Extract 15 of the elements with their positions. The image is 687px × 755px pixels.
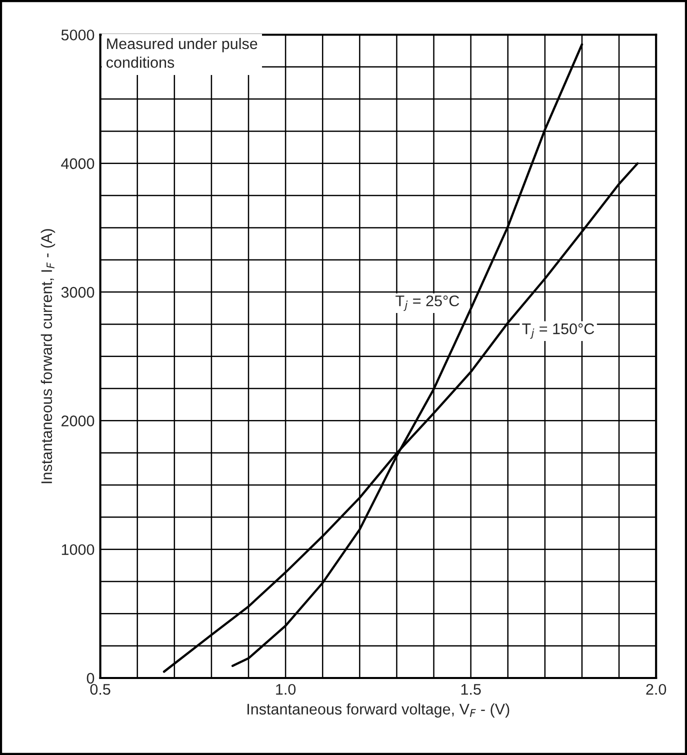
series-label: T$_{j}$ = 150°C <box>522 323 594 339</box>
x-tick-label: 1.5 <box>461 684 481 695</box>
y-tick-label: 2000 <box>62 416 94 426</box>
series-label: T$_{j}$ = 25°C <box>396 295 460 311</box>
x-axis-title: Instantaneous forward voltage, V$_{F}$ - (V) <box>248 703 510 718</box>
x-tick-label: 0.5 <box>90 684 110 695</box>
y-tick-label: 4000 <box>61 158 94 170</box>
y-tick-label: 3000 <box>61 286 94 298</box>
y-tick-label: 0 <box>86 672 94 684</box>
x-tick-label: 1.0 <box>276 684 296 695</box>
annotation: Measured under pulse conditions <box>106 38 258 68</box>
y-tick-label: 5000 <box>61 30 94 40</box>
y-tick-label: 1000 <box>62 544 94 556</box>
x-tick-label: 2.0 <box>646 684 666 695</box>
y-axis-title: Instantaneous forward current, I$_{F}$ - (A) <box>40 229 56 484</box>
